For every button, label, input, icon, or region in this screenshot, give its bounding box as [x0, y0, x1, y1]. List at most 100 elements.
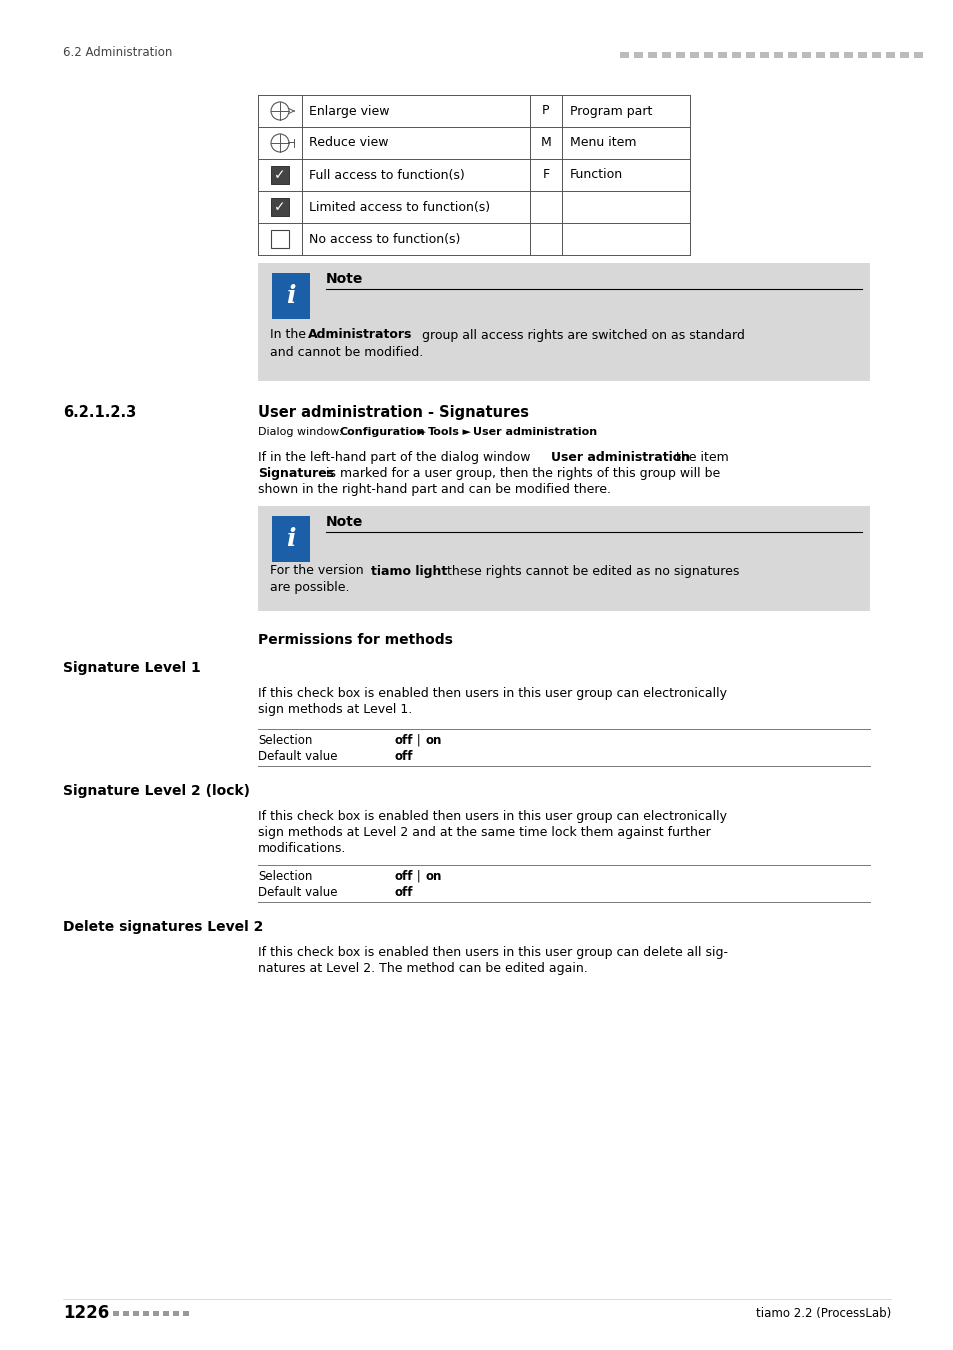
- Text: tiamo light: tiamo light: [371, 564, 447, 578]
- Bar: [257, 506, 869, 612]
- Text: 6.2 Administration: 6.2 Administration: [63, 46, 172, 58]
- Bar: [152, 1311, 159, 1316]
- Text: shown in the right-hand part and can be modified there.: shown in the right-hand part and can be …: [257, 483, 610, 495]
- Text: Delete signatures Level 2: Delete signatures Level 2: [63, 919, 263, 934]
- Text: Administrators: Administrators: [308, 328, 412, 342]
- Text: these rights cannot be edited as no signatures: these rights cannot be edited as no sign…: [442, 564, 739, 578]
- Text: Signature Level 1: Signature Level 1: [63, 662, 200, 675]
- Text: |: |: [413, 869, 424, 883]
- Text: Signature Level 2 (lock): Signature Level 2 (lock): [63, 784, 250, 798]
- Bar: [871, 53, 880, 58]
- Text: is marked for a user group, then the rights of this group will be: is marked for a user group, then the rig…: [322, 467, 720, 481]
- Text: natures at Level 2. The method can be edited again.: natures at Level 2. The method can be ed…: [257, 963, 587, 975]
- Bar: [172, 1311, 179, 1316]
- Text: modifications.: modifications.: [257, 842, 346, 855]
- Bar: [801, 53, 810, 58]
- Text: sign methods at Level 1.: sign methods at Level 1.: [257, 703, 412, 716]
- Text: M: M: [540, 136, 551, 150]
- Text: on: on: [426, 869, 442, 883]
- Text: off: off: [395, 886, 413, 899]
- Text: If in the left-hand part of the dialog window: If in the left-hand part of the dialog w…: [257, 451, 534, 464]
- Bar: [787, 53, 796, 58]
- Bar: [843, 53, 852, 58]
- Text: In the: In the: [270, 328, 310, 342]
- Text: P: P: [541, 104, 549, 117]
- Bar: [271, 166, 289, 184]
- Text: on: on: [426, 734, 442, 747]
- Bar: [183, 1311, 189, 1316]
- Text: User administration - Signatures: User administration - Signatures: [257, 405, 529, 420]
- Bar: [647, 53, 657, 58]
- Text: F: F: [542, 169, 549, 181]
- Text: Dialog window:: Dialog window:: [257, 427, 346, 437]
- Bar: [815, 53, 824, 58]
- Text: i: i: [286, 284, 295, 308]
- Bar: [272, 516, 310, 562]
- Text: ►: ►: [414, 427, 429, 437]
- Bar: [143, 1311, 149, 1316]
- Text: Note: Note: [326, 271, 363, 286]
- Text: group all access rights are switched on as standard: group all access rights are switched on …: [417, 328, 744, 342]
- Text: Program part: Program part: [569, 104, 652, 117]
- Bar: [271, 198, 289, 216]
- Text: Default value: Default value: [257, 886, 337, 899]
- Bar: [257, 263, 869, 381]
- Text: Default value: Default value: [257, 751, 337, 763]
- Text: Limited access to function(s): Limited access to function(s): [309, 201, 490, 213]
- Bar: [619, 53, 628, 58]
- Text: No access to function(s): No access to function(s): [309, 232, 460, 246]
- Text: 6.2.1.2.3: 6.2.1.2.3: [63, 405, 136, 420]
- Bar: [271, 230, 289, 248]
- Text: 1226: 1226: [63, 1304, 110, 1322]
- Bar: [676, 53, 684, 58]
- Text: ✓: ✓: [274, 167, 286, 182]
- Bar: [718, 53, 726, 58]
- Text: User administration: User administration: [473, 427, 597, 437]
- Text: For the version: For the version: [270, 564, 367, 578]
- Bar: [829, 53, 838, 58]
- Text: are possible.: are possible.: [270, 582, 349, 594]
- Bar: [857, 53, 866, 58]
- Bar: [731, 53, 740, 58]
- Text: Tools: Tools: [428, 427, 459, 437]
- Text: Selection: Selection: [257, 869, 312, 883]
- Bar: [272, 273, 310, 319]
- Bar: [703, 53, 712, 58]
- Text: Permissions for methods: Permissions for methods: [257, 633, 453, 647]
- Bar: [899, 53, 908, 58]
- Text: Selection: Selection: [257, 734, 312, 747]
- Bar: [760, 53, 768, 58]
- Text: Reduce view: Reduce view: [309, 136, 388, 150]
- Text: Enlarge view: Enlarge view: [309, 104, 389, 117]
- Text: the item: the item: [671, 451, 728, 464]
- Text: Configuration: Configuration: [339, 427, 425, 437]
- Bar: [112, 1311, 119, 1316]
- Text: Full access to function(s): Full access to function(s): [309, 169, 464, 181]
- Bar: [913, 53, 923, 58]
- Text: User administration: User administration: [551, 451, 689, 464]
- Bar: [885, 53, 894, 58]
- Bar: [689, 53, 699, 58]
- Text: ►: ►: [458, 427, 474, 437]
- Bar: [634, 53, 642, 58]
- Text: tiamo 2.2 (ProcessLab): tiamo 2.2 (ProcessLab): [755, 1307, 890, 1319]
- Text: off: off: [395, 751, 413, 763]
- Bar: [773, 53, 782, 58]
- Text: If this check box is enabled then users in this user group can delete all sig-: If this check box is enabled then users …: [257, 946, 727, 958]
- Bar: [123, 1311, 129, 1316]
- Text: |: |: [413, 734, 424, 747]
- Text: Note: Note: [326, 514, 363, 529]
- Bar: [745, 53, 754, 58]
- Text: Function: Function: [569, 169, 622, 181]
- Text: Signatures: Signatures: [257, 467, 334, 481]
- Bar: [132, 1311, 139, 1316]
- Text: ✓: ✓: [274, 200, 286, 215]
- Bar: [661, 53, 670, 58]
- Text: and cannot be modified.: and cannot be modified.: [270, 346, 423, 359]
- Text: off: off: [395, 734, 413, 747]
- Text: sign methods at Level 2 and at the same time lock them against further: sign methods at Level 2 and at the same …: [257, 826, 710, 838]
- Text: If this check box is enabled then users in this user group can electronically: If this check box is enabled then users …: [257, 810, 726, 824]
- Text: off: off: [395, 869, 413, 883]
- Text: If this check box is enabled then users in this user group can electronically: If this check box is enabled then users …: [257, 687, 726, 701]
- Text: Menu item: Menu item: [569, 136, 636, 150]
